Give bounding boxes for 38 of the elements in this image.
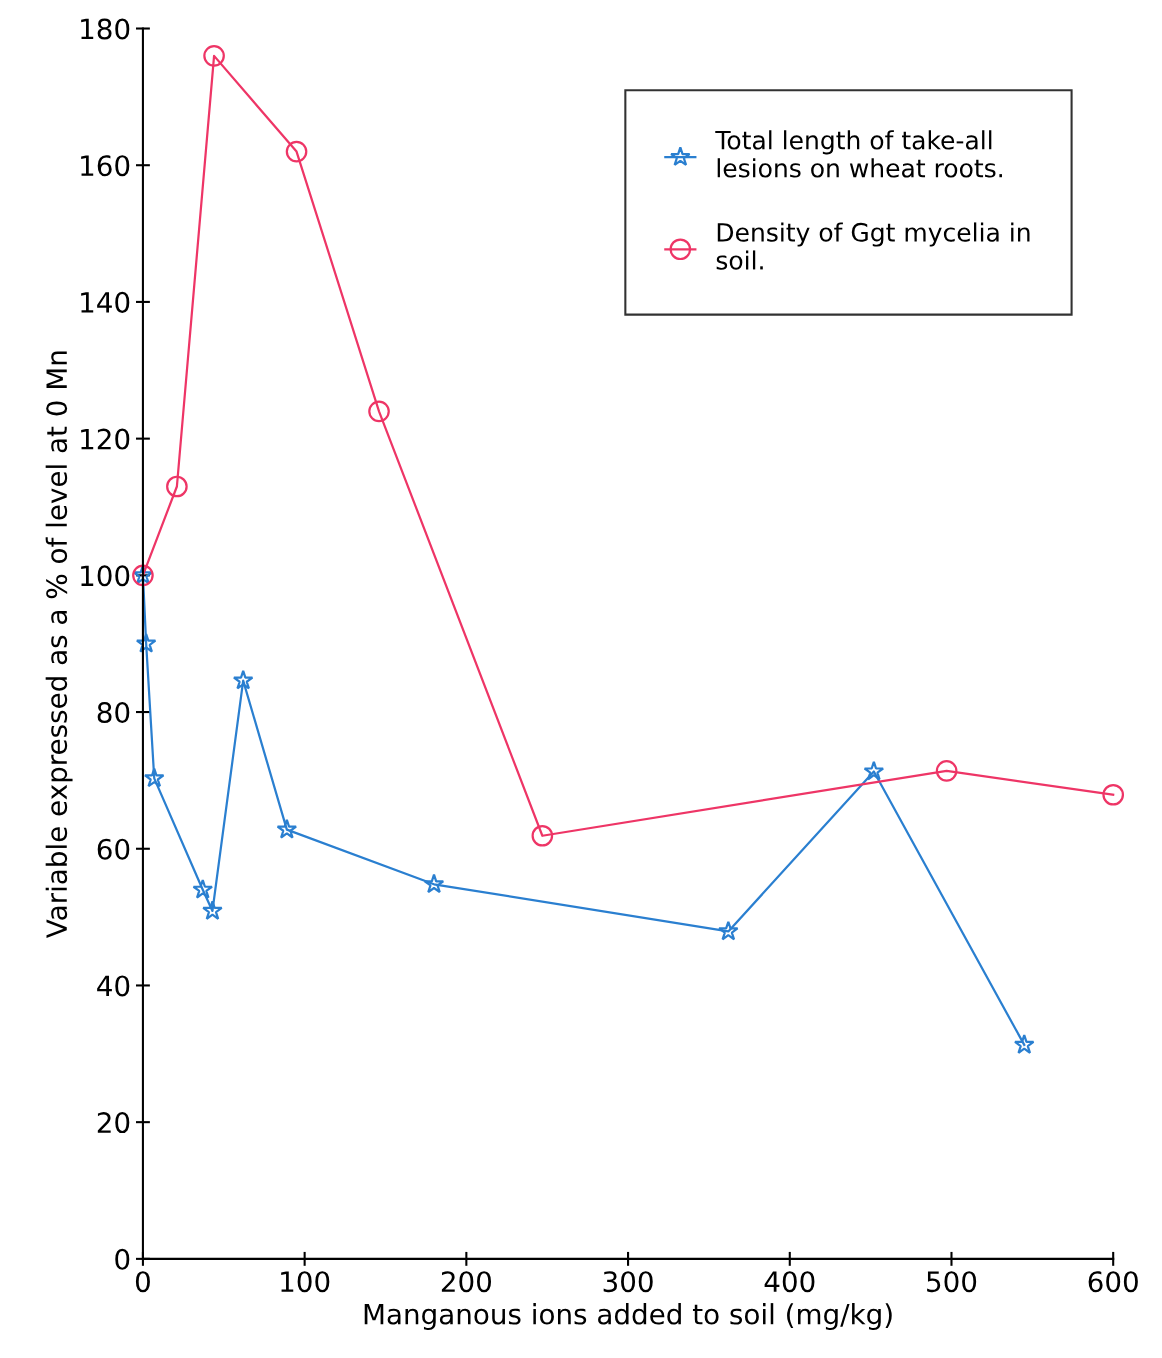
point (717, 920, 739, 941)
point (203, 45, 225, 67)
y-tick-label: 60 (97, 838, 130, 860)
point (423, 873, 445, 894)
point (935, 760, 958, 782)
point (166, 475, 188, 498)
y-tick-label: 160 (81, 155, 130, 177)
y-tick-label: 20 (97, 1112, 130, 1134)
point (531, 824, 554, 847)
y-axis-title: Variable expressed as a % of level at 0 Mn (45, 351, 73, 939)
x-tick-label: 500 (927, 1271, 977, 1293)
y-tick-label: 80 (97, 701, 130, 723)
point (232, 669, 254, 690)
point (368, 400, 390, 423)
x-axis-title: Manganous ions added to soil (mg/kg) (364, 1303, 892, 1330)
point (1013, 1034, 1035, 1054)
y-tick-label: 0 (115, 1248, 130, 1270)
point (863, 760, 885, 781)
point (143, 767, 165, 788)
y-tick-label: 100 (81, 565, 130, 587)
point (1102, 783, 1125, 806)
x-tick-label: 600 (1088, 1271, 1138, 1293)
point (135, 632, 157, 653)
x-tick-label: 100 (281, 1271, 330, 1293)
point (202, 900, 223, 920)
x-tick-label: 0 (135, 1271, 150, 1293)
point (276, 818, 298, 839)
y-tick-label: 40 (97, 975, 130, 997)
y-tick-label: 180 (81, 18, 130, 40)
x-tick-label: 400 (764, 1271, 815, 1293)
legend-label: Density of Ggt mycelia in soil. (716, 222, 1030, 270)
x-tick-label: 300 (603, 1271, 653, 1293)
point (285, 140, 308, 163)
y-tick-label: 120 (81, 428, 130, 450)
legend-label: Total length of take-all lesions on wheat roots. (715, 130, 1002, 178)
y-tick-label: 140 (81, 291, 130, 313)
point (192, 878, 214, 899)
x-tick-label: 200 (441, 1271, 492, 1293)
